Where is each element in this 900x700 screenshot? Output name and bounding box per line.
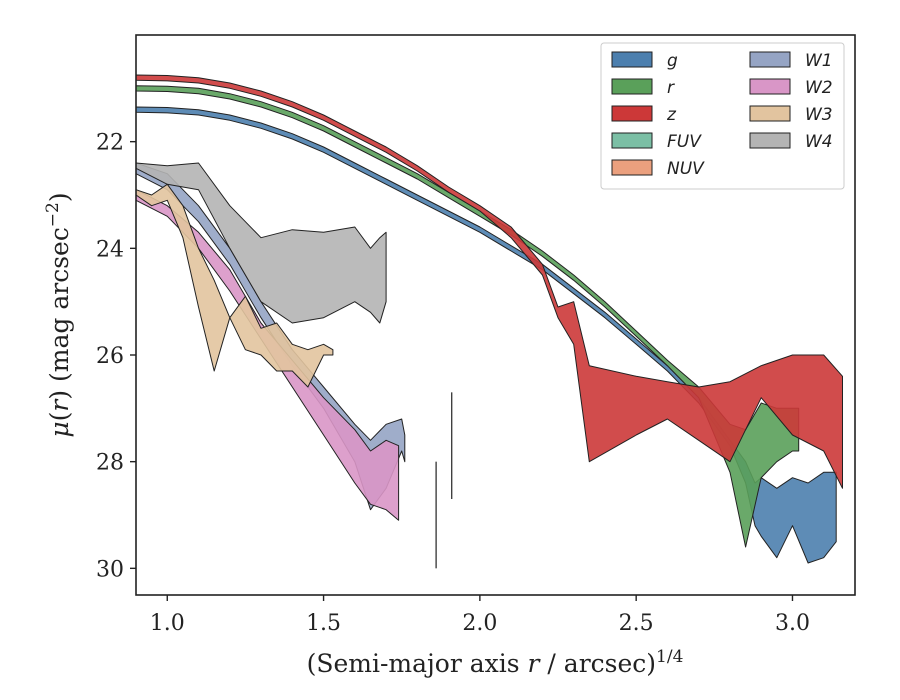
legend: grz FUV NUV W1 W2 W3 W4 <box>600 42 845 190</box>
legend-label-w2: W2 <box>805 78 833 98</box>
x-tick-label: 2.0 <box>462 611 497 636</box>
legend-label-w1: W1 <box>805 51 833 71</box>
band-z <box>135 74 843 489</box>
legend-label-g: g <box>667 51 678 71</box>
data-bands <box>135 74 843 564</box>
band-w2 <box>135 189 400 521</box>
x-tick-label: 2.5 <box>619 611 654 636</box>
legend-label-z: z <box>666 105 677 125</box>
band-w4 <box>135 162 387 324</box>
legend-swatch-z <box>611 105 653 122</box>
x-axis-ticks: 1.0 1.5 2.0 2.5 3.0 <box>150 595 810 636</box>
plot-frame <box>135 34 856 596</box>
vertical-segments <box>435 392 453 569</box>
legend-swatch-w3 <box>749 105 791 122</box>
y-axis-ticks: 22 24 26 28 30 <box>96 131 136 582</box>
legend-swatch-nuv <box>611 159 653 176</box>
legend-swatch-r <box>611 78 653 95</box>
y-axis-title: μ(r) (mag arcsec−2) <box>43 192 74 437</box>
legend-label-r: r <box>667 78 675 98</box>
legend-label-w4: W4 <box>805 132 833 152</box>
y-tick-label: 30 <box>96 557 124 582</box>
legend-swatch-g <box>611 51 653 68</box>
band-r <box>135 85 800 548</box>
band-w3 <box>135 183 334 388</box>
y-tick-label: 24 <box>96 237 124 262</box>
x-axis-title: (Semi-major axis r / arcsec)1/4 <box>307 647 684 678</box>
legend-label-fuv: FUV <box>667 132 702 152</box>
x-tick-label: 1.5 <box>306 611 341 636</box>
y-tick-label: 28 <box>96 451 124 476</box>
y-tick-label: 22 <box>96 131 124 156</box>
legend-swatch-w1 <box>749 51 791 68</box>
band-g <box>135 106 837 564</box>
legend-label-w3: W3 <box>805 105 833 125</box>
legend-swatch-w4 <box>749 132 791 149</box>
legend-swatch-fuv <box>611 132 653 149</box>
x-tick-label: 3.0 <box>775 611 810 636</box>
x-tick-label: 1.0 <box>150 611 185 636</box>
legend-swatch-w2 <box>749 78 791 95</box>
y-tick-label: 26 <box>96 344 124 369</box>
legend-label-nuv: NUV <box>667 159 705 179</box>
